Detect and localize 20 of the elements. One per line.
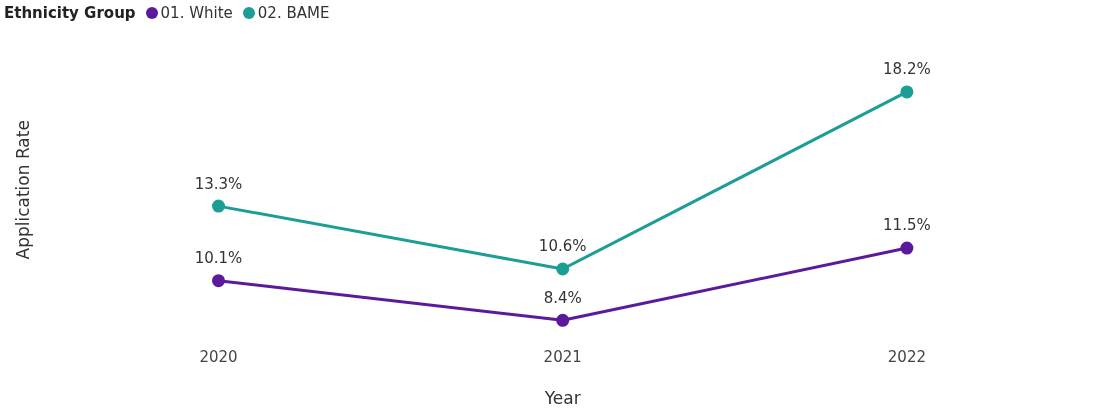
data-label: 18.2% [883,60,931,79]
point [212,199,225,213]
point [900,241,914,255]
legend-label: 02. BAME [257,4,330,22]
point [900,85,914,99]
legend-title: Ethnicity Group [4,4,136,22]
data-label: 8.4% [543,288,582,307]
data-label: 13.3% [194,174,243,193]
legend-label: 01. White [160,4,233,22]
x-axis-title: Year [543,388,581,409]
y-axis-title: Application Rate [12,120,33,260]
point [556,313,570,327]
point [212,274,225,288]
point [556,262,570,276]
x-tick-label: 2020 [199,348,238,367]
x-tick-label: 2021 [543,348,582,367]
data-label: 10.6% [538,237,587,256]
data-label: 10.1% [194,249,243,268]
x-tick-label: 2022 [887,348,926,367]
data-label: 11.5% [883,216,931,235]
